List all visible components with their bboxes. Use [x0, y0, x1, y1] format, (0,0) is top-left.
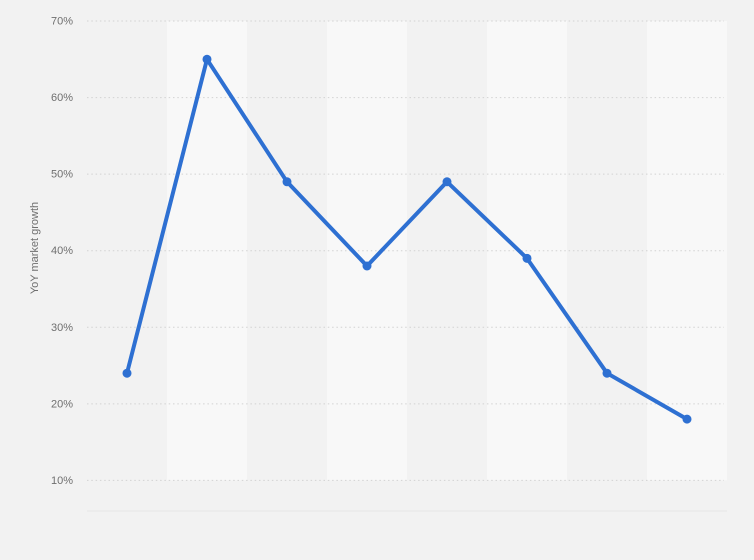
data-point-marker-7[interactable] — [602, 368, 612, 378]
y-tick-label-20: 20% — [51, 398, 73, 410]
y-tick-label-50: 50% — [51, 169, 73, 181]
data-point-marker-1[interactable] — [122, 368, 132, 378]
data-point-marker-6[interactable] — [522, 253, 532, 263]
data-point-marker-3[interactable] — [282, 177, 292, 187]
data-point-marker-2[interactable] — [202, 54, 212, 64]
y-axis-title: YoY market growth — [29, 202, 41, 294]
y-tick-label-40: 40% — [51, 245, 73, 257]
y-axis-tick-labels: 70% 60% 50% 40% 30% 20% 10% — [51, 16, 73, 487]
y-tick-label-60: 60% — [51, 92, 73, 104]
data-point-marker-8[interactable] — [682, 414, 692, 424]
y-tick-label-10: 10% — [51, 475, 73, 487]
plot-band-column — [167, 21, 247, 481]
series-line — [125, 57, 689, 422]
y-tick-label-70: 70% — [51, 16, 73, 28]
gridlines-layer — [87, 20, 727, 512]
data-point-marker-5[interactable] — [442, 177, 452, 187]
series-layer — [122, 54, 692, 424]
data-point-marker-4[interactable] — [362, 261, 372, 271]
y-tick-label-30: 30% — [51, 322, 73, 334]
